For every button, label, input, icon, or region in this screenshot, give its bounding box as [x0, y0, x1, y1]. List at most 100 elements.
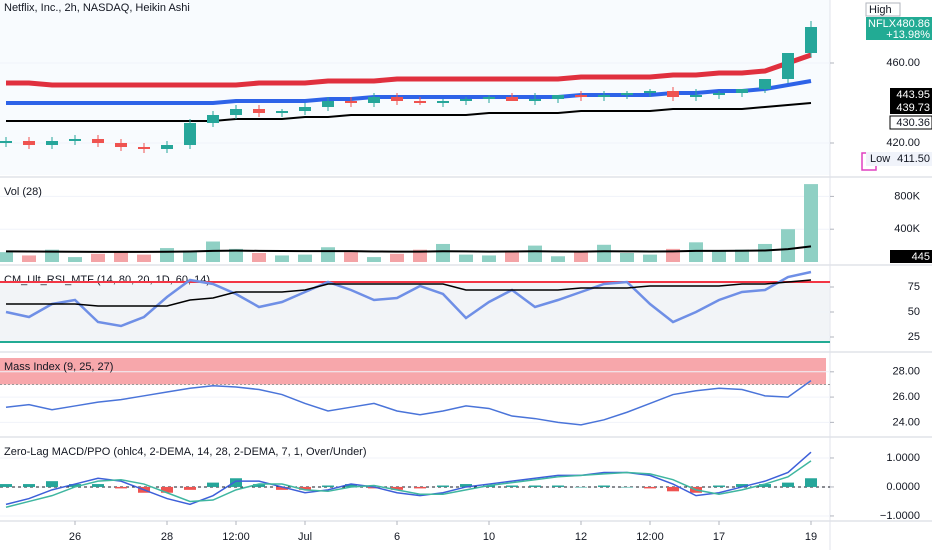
volume-bar	[574, 252, 588, 262]
candle-body	[368, 97, 380, 103]
series-line	[5, 270, 812, 328]
x-tick-label: 26	[69, 531, 81, 543]
high-tag: High	[869, 4, 892, 16]
line-value: 430.36	[896, 117, 930, 129]
candle-body	[92, 139, 104, 143]
volume-bar	[712, 251, 726, 262]
volume-bar	[367, 257, 381, 262]
histogram-bar	[299, 486, 311, 490]
x-tick-label: 10	[483, 531, 495, 543]
low-badge	[866, 152, 932, 166]
histogram-bar	[805, 478, 817, 487]
x-tick-label: 17	[713, 531, 725, 543]
candle-body	[161, 145, 173, 149]
volume-bar	[183, 250, 197, 262]
overlay-line	[6, 102, 812, 122]
candle-body	[621, 93, 633, 95]
series-line	[5, 460, 812, 508]
y-tick-label: 24.00	[892, 416, 920, 428]
histogram-bar	[782, 482, 794, 487]
histogram-bar	[391, 486, 403, 490]
histogram-bar	[575, 486, 587, 488]
pane-title: Mass Index (9, 25, 27)	[4, 361, 113, 373]
candle-body	[437, 101, 449, 103]
last-badge	[866, 17, 932, 40]
x-tick-label: 28	[161, 531, 173, 543]
histogram-bar	[92, 484, 104, 487]
change: +13.98%	[886, 29, 930, 41]
low-tag: Low	[870, 153, 890, 165]
pane-title: Vol (28)	[4, 186, 42, 198]
volume-bar	[68, 257, 82, 262]
y-tick-label: 460.00	[886, 57, 920, 69]
high-badge	[865, 2, 901, 17]
pane-title: Netflix, Inc., 2h, NASDAQ, Heikin Ashi	[4, 2, 190, 14]
candle-body	[805, 27, 817, 53]
candle-body	[23, 141, 35, 145]
histogram-bar	[552, 485, 564, 487]
histogram-bar	[115, 486, 127, 489]
y-tick-label: 50	[908, 306, 920, 318]
candle-body	[552, 95, 564, 99]
volume-bar	[781, 229, 795, 262]
line-badge	[890, 101, 932, 114]
overlay-line	[6, 52, 812, 88]
candle-body	[460, 99, 472, 101]
histogram-bar	[276, 486, 288, 490]
volume-bar	[528, 245, 542, 262]
volume-bar	[160, 248, 174, 262]
candle-body	[115, 143, 127, 147]
candle-body	[184, 123, 196, 145]
histogram-bar	[69, 484, 81, 487]
histogram-bar	[644, 486, 656, 489]
histogram-bar	[460, 484, 472, 487]
series-line	[6, 279, 812, 307]
x-tick-label: Jul	[298, 531, 312, 543]
candle-body	[276, 111, 288, 113]
histogram-bar	[161, 486, 173, 493]
candle-body	[713, 93, 725, 95]
low-value: 411.50	[897, 153, 930, 165]
price-badges: High NFLX 480.86 +13.98% 443.95 439.73 4…	[861, 2, 932, 263]
vol-badge	[890, 250, 932, 263]
y-tick-label: −1.0000	[880, 510, 920, 522]
candle-body	[69, 139, 81, 141]
candle-body	[575, 95, 587, 97]
candle-body	[230, 109, 242, 115]
x-tick-label: 19	[805, 531, 817, 543]
volume-ma	[5, 245, 812, 253]
histogram-bar	[621, 486, 633, 488]
y-tick-label: 420.00	[886, 137, 920, 149]
series-line	[5, 380, 812, 426]
volume-bar	[390, 253, 404, 262]
candle-body	[506, 97, 518, 101]
candle-body	[414, 101, 426, 103]
histogram-bar	[506, 485, 518, 487]
histogram-bar	[230, 478, 242, 487]
y-tick-label: 1.0000	[886, 452, 920, 464]
histogram-bar	[759, 484, 771, 487]
candle-body	[598, 95, 610, 97]
volume-bar	[45, 249, 59, 262]
candle-body	[46, 141, 58, 145]
histogram-bar	[529, 485, 541, 487]
candle-body	[138, 147, 150, 149]
candle-body	[391, 97, 403, 101]
candle-body	[736, 89, 748, 93]
y-tick-label: 28.00	[892, 366, 920, 378]
volume-bar	[459, 254, 473, 262]
histogram-bar	[437, 485, 449, 487]
volume-bar	[436, 243, 450, 262]
y-tick-label: 75	[908, 281, 920, 293]
volume-bar	[505, 251, 519, 262]
last-price: 480.86	[896, 18, 930, 30]
candle-body	[759, 79, 771, 89]
x-tick-label: 6	[394, 531, 400, 543]
volume-bar	[298, 254, 312, 262]
line-badge	[889, 115, 932, 130]
candle-body	[690, 95, 702, 97]
candle-body	[253, 109, 265, 113]
y-tick-label: 400K	[894, 223, 920, 235]
line-badge	[890, 88, 932, 101]
volume-bar	[114, 251, 128, 262]
